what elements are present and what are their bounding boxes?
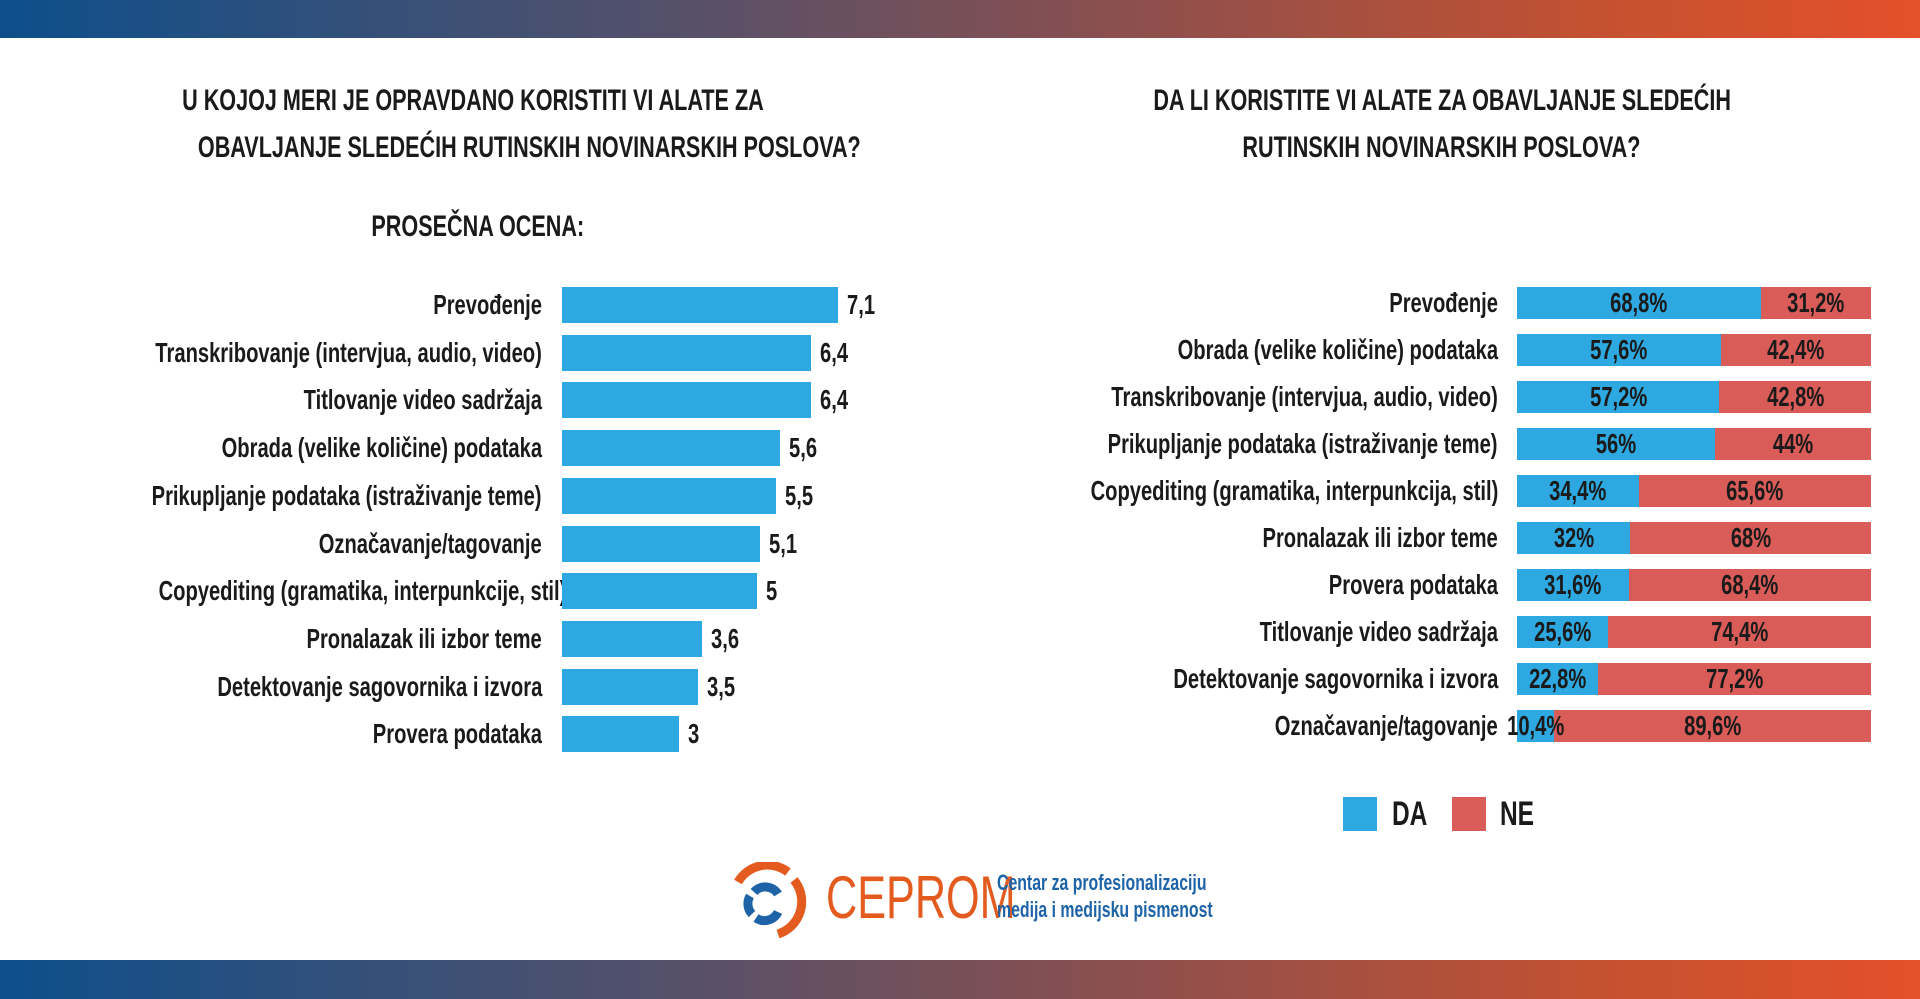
- right-chart-title: DA LI KORISTITE VI ALATE ZA OBAVLJANJE S…: [1041, 77, 1841, 171]
- ceprom-tagline: Centar za profesionalizaciju medija i me…: [997, 870, 1213, 922]
- left-chart-subtitle: PROSEČNA OCENA:: [278, 203, 678, 250]
- right-bar-ne: [1720, 334, 1871, 366]
- legend-label-da: DA: [1392, 795, 1428, 833]
- right-category-label: Transkribovanje (intervjua, audio, video…: [1111, 381, 1498, 412]
- legend-swatch-ne: [1452, 797, 1486, 831]
- right-label-ne: 74,4%: [1710, 616, 1768, 647]
- right-bar-ne: [1760, 287, 1871, 319]
- right-bar-da: [1517, 569, 1629, 601]
- right-label-da: 10,4%: [1506, 710, 1564, 741]
- left-bar: [562, 573, 757, 610]
- right-bar-ne: [1628, 569, 1871, 601]
- right-label-ne: 89,6%: [1683, 710, 1741, 741]
- left-category-label: Označavanje/tagovanje: [319, 527, 542, 559]
- left-bar: [562, 477, 776, 514]
- right-label-ne: 31,2%: [1787, 287, 1845, 318]
- left-category-label: Pronalazak ili izbor teme: [306, 622, 542, 654]
- right-label-da: 57,2%: [1589, 381, 1647, 412]
- right-bar-ne: [1630, 522, 1871, 554]
- left-value-label: 7,1: [847, 289, 876, 320]
- right-label-da: 32%: [1553, 522, 1594, 553]
- top-gradient-band: [0, 0, 1920, 38]
- left-title-line-1: U KOJOJ MERI JE OPRAVDANO KORISTITI VI A…: [182, 84, 764, 117]
- right-label-ne: 44%: [1772, 428, 1814, 459]
- right-bar-da: [1517, 381, 1720, 413]
- left-value-label: 3,5: [707, 670, 736, 702]
- right-label-da: 68,8%: [1610, 287, 1668, 318]
- left-category-label: Detektovanje sagovornika i izvora: [217, 670, 542, 702]
- right-bar-da: [1517, 475, 1639, 507]
- right-bar-ne: [1597, 663, 1871, 695]
- right-label-da: 57,6%: [1590, 334, 1648, 365]
- right-label-ne: 68%: [1730, 522, 1771, 553]
- right-category-label: Prevođenje: [1389, 287, 1498, 318]
- left-bar: [562, 525, 761, 562]
- right-category-label: Titlovanje video sadržaja: [1259, 616, 1498, 647]
- left-value-label: 5,1: [769, 527, 798, 559]
- left-bar: [562, 334, 811, 371]
- right-bar-ne: [1553, 710, 1871, 742]
- right-label-da: 25,6%: [1533, 616, 1591, 647]
- subtitle-text: PROSEČNA OCENA:: [371, 210, 585, 243]
- right-bar-ne: [1607, 616, 1871, 648]
- left-category-label: Transkribovanje (intervjua, audio, video…: [155, 336, 542, 368]
- left-bar: [562, 430, 780, 467]
- right-label-da: 34,4%: [1549, 475, 1607, 506]
- left-bar: [562, 620, 703, 657]
- left-value-label: 5,6: [788, 432, 817, 464]
- right-label-ne: 42,8%: [1766, 381, 1824, 412]
- right-title-line-2: RUTINSKIH NOVINARSKIH POSLOVA?: [1241, 131, 1641, 164]
- left-category-label: Provera podataka: [372, 718, 542, 750]
- right-title-line-1: DA LI KORISTITE VI ALATE ZA OBAVLJANJE S…: [1153, 84, 1731, 117]
- right-label-ne: 42,4%: [1767, 334, 1825, 365]
- left-category-label: Obrada (velike količine) podataka: [221, 432, 542, 464]
- right-bar-da: [1517, 616, 1608, 648]
- right-category-label: Pronalazak ili izbor teme: [1262, 522, 1498, 553]
- left-category-label: Copyediting (gramatika, interpunkcije, s…: [158, 575, 567, 607]
- bottom-gradient-band: [0, 960, 1920, 999]
- right-category-label: Copyediting (gramatika, interpunkcija, s…: [1090, 475, 1498, 506]
- left-bar: [562, 668, 699, 705]
- left-bar: [562, 287, 839, 323]
- right-bar-da: [1517, 710, 1554, 742]
- right-label-da: 31,6%: [1544, 569, 1602, 600]
- right-label-ne: 77,2%: [1705, 663, 1763, 694]
- left-value-label: 5: [765, 575, 777, 607]
- left-chart-title: U KOJOJ MERI JE OPRAVDANO KORISTITI VI A…: [69, 77, 869, 171]
- right-category-label: Detektovanje sagovornika i izvora: [1173, 663, 1498, 694]
- left-category-label: Titlovanje video sadržaja: [303, 384, 542, 416]
- legend-label-ne: NE: [1500, 795, 1535, 833]
- right-category-label: Prikupljanje podataka (istraživanje teme…: [1108, 428, 1498, 459]
- left-value-label: 3,6: [711, 622, 740, 654]
- ceprom-wordmark: CEPROM: [826, 864, 1016, 931]
- left-value-label: 3: [687, 718, 699, 750]
- right-bar-ne: [1715, 428, 1871, 460]
- right-category-label: Označavanje/tagovanje: [1275, 710, 1498, 741]
- right-bar-ne: [1719, 381, 1871, 413]
- left-bar: [562, 716, 679, 753]
- right-bar-da: [1517, 663, 1598, 695]
- left-value-label: 6,4: [819, 384, 848, 416]
- legend-swatch-da: [1343, 797, 1377, 831]
- right-bar-ne: [1638, 475, 1871, 507]
- right-bar-da: [1517, 522, 1631, 554]
- ceprom-logo-icon: [734, 862, 807, 938]
- right-label-da: 22,8%: [1528, 663, 1586, 694]
- right-category-label: Provera podataka: [1328, 569, 1498, 600]
- right-label-ne: 68,4%: [1721, 569, 1779, 600]
- left-value-label: 6,4: [819, 336, 848, 368]
- left-category-label: Prikupljanje podataka (istraživanje teme…: [152, 479, 542, 511]
- left-title-line-2: OBAVLJANJE SLEDEĆIH RUTINSKIH NOVINARSKI…: [197, 131, 861, 164]
- left-category-label: Prevođenje: [433, 289, 542, 320]
- right-label-ne: 65,6%: [1726, 475, 1784, 506]
- left-bar: [562, 382, 811, 419]
- right-label-da: 56%: [1595, 428, 1637, 459]
- right-bar-da: [1517, 334, 1721, 366]
- right-category-label: Obrada (velike količine) podataka: [1177, 334, 1498, 365]
- left-value-label: 5,5: [784, 479, 813, 511]
- right-bar-da: [1517, 428, 1716, 460]
- right-bar-da: [1517, 287, 1761, 319]
